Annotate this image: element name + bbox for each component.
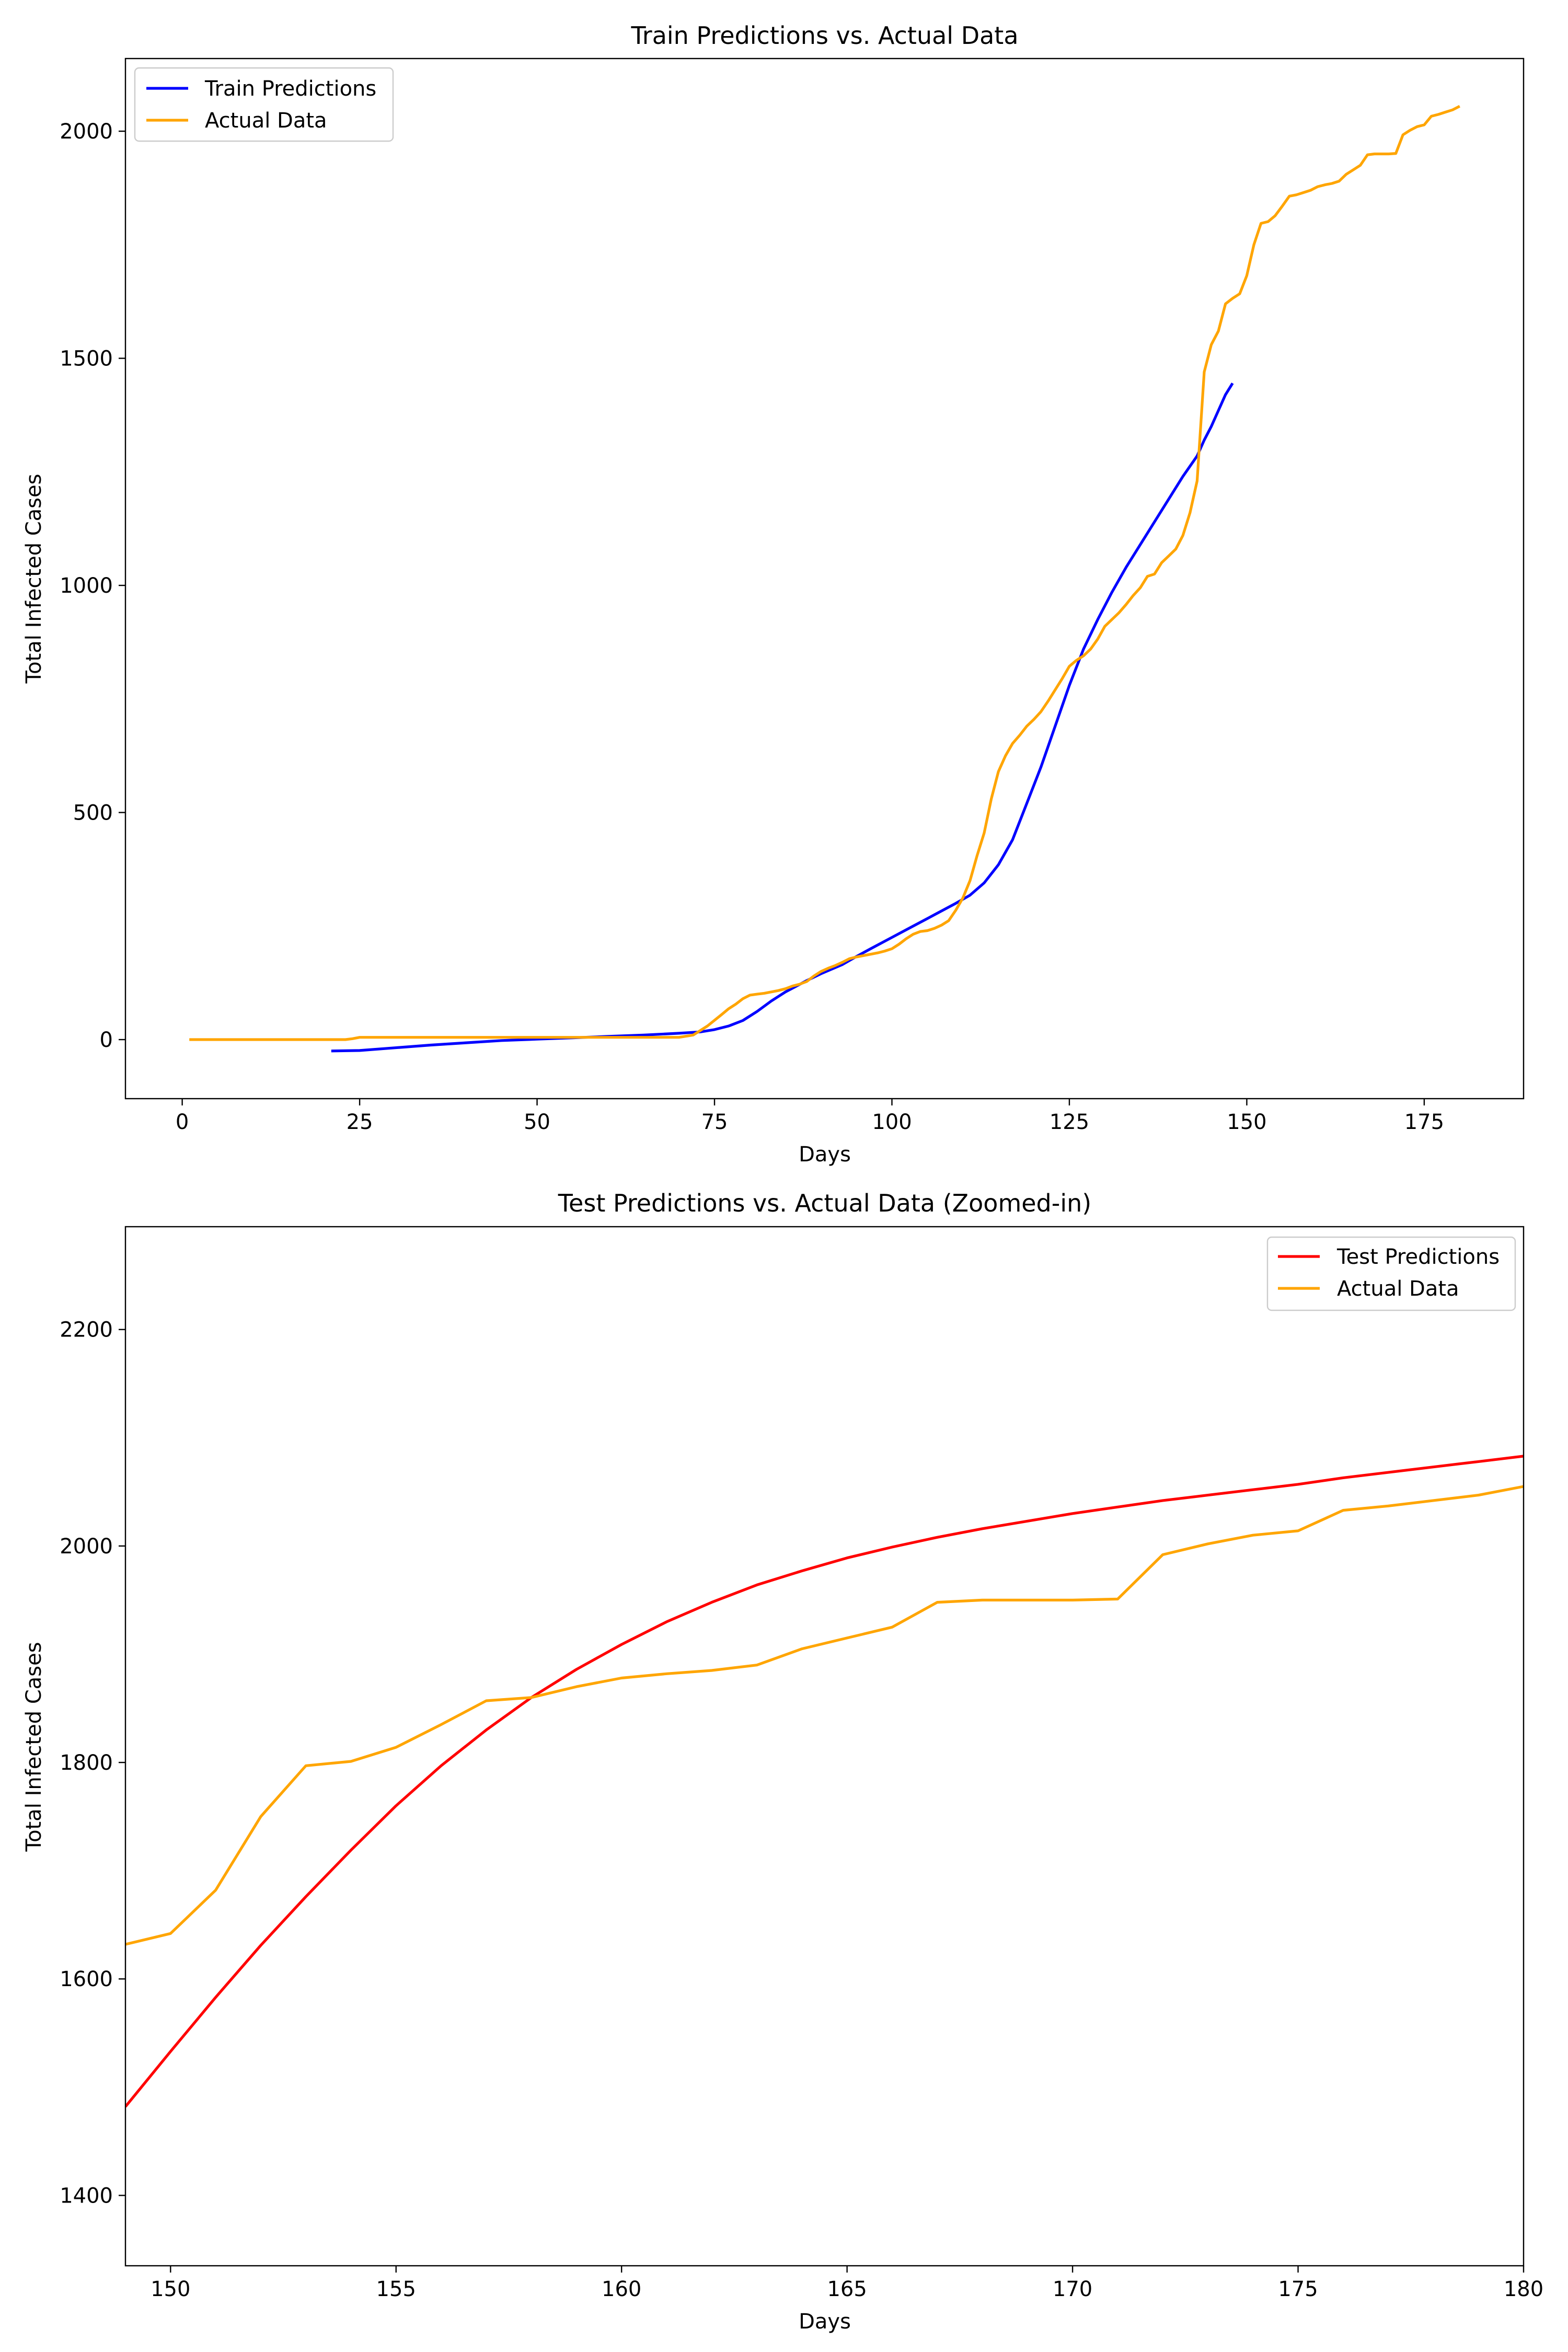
- y-tick-label: 1000: [60, 574, 113, 598]
- x-axis-ticks: 0 25 50 75 100 125 150 175: [176, 1099, 1444, 1134]
- x-tick-label: 155: [376, 2277, 416, 2301]
- x-tick-label: 50: [524, 1110, 550, 1134]
- x-tick-label: 125: [1050, 1110, 1089, 1134]
- y-tick-label: 1400: [60, 2184, 113, 2208]
- test-chart-panel: Test Predictions vs. Actual Data (Zoomed…: [22, 1189, 1543, 2334]
- x-tick-label: 165: [827, 2277, 867, 2301]
- x-tick-label: 160: [602, 2277, 641, 2301]
- y-tick-label: 500: [73, 801, 113, 825]
- legend-label-actual-data: Actual Data: [205, 109, 327, 133]
- x-tick-label: 170: [1053, 2277, 1092, 2301]
- legend-label-train-predictions: Train Predictions: [204, 77, 376, 101]
- x-axis-ticks: 150 155 160 165 170 175 180: [151, 2266, 1543, 2301]
- series-group: [125, 1455, 1524, 2108]
- x-axis-label: Days: [799, 2310, 851, 2334]
- series-line-actual-data: [189, 105, 1460, 1041]
- x-tick-label: 175: [1404, 1110, 1444, 1134]
- y-axis-ticks: 0 500 1000 1500 2000: [60, 120, 125, 1052]
- y-tick-label: 2200: [60, 1318, 113, 1342]
- x-tick-label: 150: [151, 2277, 190, 2301]
- y-axis-ticks: 1400 1600 1800 2000 2200: [60, 1318, 125, 2208]
- y-tick-label: 2000: [60, 120, 113, 144]
- y-tick-label: 2000: [60, 1535, 113, 1559]
- chart-legend: Test Predictions Actual Data: [1266, 1236, 1516, 1311]
- x-tick-label: 0: [176, 1110, 189, 1134]
- legend-box: [1266, 1236, 1516, 1311]
- y-axis-label: Total Infected Cases: [22, 474, 46, 684]
- y-tick-label: 1600: [60, 1967, 113, 1991]
- plot-frame: [124, 57, 1525, 1100]
- chart-legend: Train Predictions Actual Data: [134, 67, 394, 142]
- x-tick-label: 25: [347, 1110, 373, 1134]
- legend-box: [134, 67, 394, 142]
- y-tick-label: 1500: [60, 347, 113, 371]
- series-group: [189, 105, 1460, 1053]
- legend-label-actual-data: Actual Data: [1337, 1277, 1459, 1301]
- series-line-test-predictions: [125, 1455, 1524, 2108]
- legend-label-test-predictions: Test Predictions: [1336, 1245, 1500, 1269]
- y-tick-label: 0: [100, 1028, 113, 1052]
- x-tick-label: 150: [1227, 1110, 1266, 1134]
- train-chart-panel: Train Predictions vs. Actual Data 0 25 50 7…: [22, 21, 1525, 1167]
- x-tick-label: 100: [872, 1110, 912, 1134]
- x-tick-label: 180: [1504, 2277, 1543, 2301]
- x-tick-label: 75: [701, 1110, 728, 1134]
- chart-title: Train Predictions vs. Actual Data: [630, 21, 1018, 50]
- x-tick-label: 175: [1278, 2277, 1318, 2301]
- plot-frame: [124, 1226, 1525, 2267]
- series-line-actual-data: [125, 1485, 1524, 1946]
- chart-title: Test Predictions vs. Actual Data (Zoomed…: [558, 1189, 1091, 1217]
- y-tick-label: 1800: [60, 1751, 113, 1775]
- x-axis-label: Days: [799, 1143, 851, 1167]
- y-axis-label: Total Infected Cases: [22, 1642, 46, 1852]
